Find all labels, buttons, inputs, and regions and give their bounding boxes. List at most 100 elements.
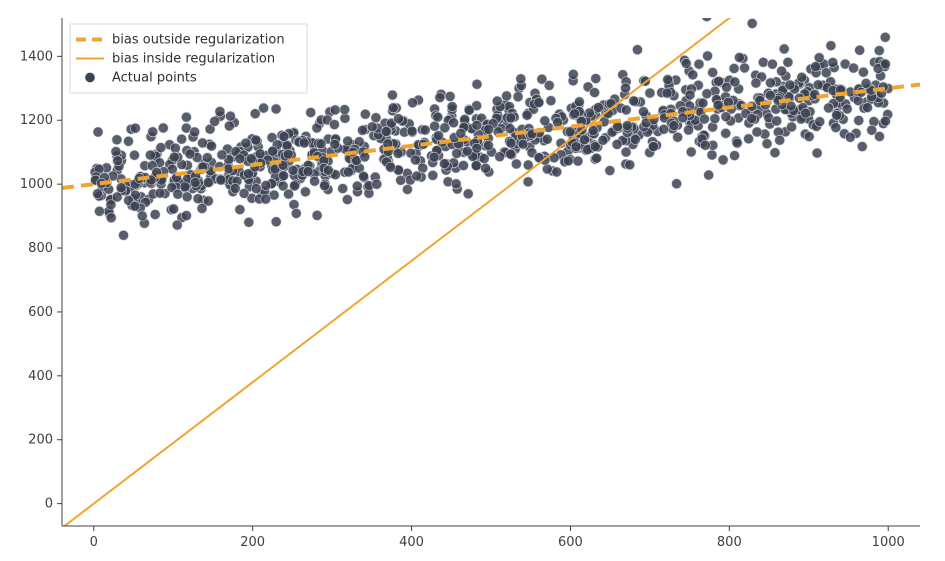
scatter-point — [440, 123, 450, 133]
scatter-point — [412, 171, 422, 181]
y-tick-label: 1200 — [20, 113, 53, 128]
scatter-point — [880, 59, 890, 69]
scatter-point — [359, 171, 369, 181]
scatter-point — [360, 109, 370, 119]
scatter-point — [849, 63, 859, 73]
scatter-point — [106, 213, 116, 223]
scatter-point — [571, 142, 581, 152]
scatter-point — [261, 194, 271, 204]
scatter-point — [767, 59, 777, 69]
scatter-point — [445, 91, 455, 101]
scatter-point — [505, 124, 515, 134]
scatter-point — [752, 127, 762, 137]
scatter-point — [580, 135, 590, 145]
scatter-point — [828, 57, 838, 67]
scatter-point — [568, 69, 578, 79]
scatter-point — [279, 132, 289, 142]
scatter-point — [766, 78, 776, 88]
scatter-point — [190, 177, 200, 187]
scatter-point — [407, 126, 417, 136]
scatter-point — [685, 90, 695, 100]
scatter-point — [495, 152, 505, 162]
scatter-point — [758, 57, 768, 67]
scatter-point — [874, 46, 884, 56]
scatter-point — [283, 149, 293, 159]
scatter-point — [511, 159, 521, 169]
scatter-point — [116, 183, 126, 193]
scatter-point — [235, 154, 245, 164]
scatter-point — [672, 179, 682, 189]
scatter-point — [197, 203, 207, 213]
scatter-point — [452, 148, 462, 158]
scatter-point — [783, 57, 793, 67]
legend-marker-sample — [85, 73, 95, 83]
scatter-point — [625, 160, 635, 170]
scatter-point — [662, 88, 672, 98]
scatter-point — [343, 136, 353, 146]
scatter-point — [289, 181, 299, 191]
scatter-point — [591, 74, 601, 84]
scatter-point — [590, 88, 600, 98]
scatter-point — [456, 128, 466, 138]
scatter-point — [93, 127, 103, 137]
scatter-point — [284, 189, 294, 199]
scatter-point — [148, 127, 158, 137]
scatter-point — [303, 167, 313, 177]
scatter-point — [479, 154, 489, 164]
scatter-point — [137, 211, 147, 221]
scatter-point — [449, 118, 459, 128]
scatter-point — [732, 138, 742, 148]
y-tick-label: 1000 — [20, 177, 53, 192]
scatter-point — [855, 45, 865, 55]
scatter-point — [815, 117, 825, 127]
scatter-point — [185, 149, 195, 159]
scatter-point — [372, 179, 382, 189]
scatter-point — [130, 201, 140, 211]
y-tick-label: 1400 — [20, 49, 53, 64]
scatter-point — [433, 112, 443, 122]
scatter-point — [393, 114, 403, 124]
scatter-point — [775, 135, 785, 145]
scatter-point — [316, 139, 326, 149]
scatter-point — [593, 102, 603, 112]
scatter-point — [93, 189, 103, 199]
scatter-point — [462, 146, 472, 156]
scatter-point — [451, 179, 461, 189]
scatter-point — [481, 163, 491, 173]
scatter-point — [261, 180, 271, 190]
scatter-point — [813, 80, 823, 90]
scatter-point — [747, 18, 757, 28]
scatter-point — [170, 143, 180, 153]
scatter-point — [740, 63, 750, 73]
scatter-point — [340, 105, 350, 115]
x-tick-label: 1000 — [872, 535, 905, 550]
scatter-point — [300, 187, 310, 197]
scatter-point — [622, 121, 632, 131]
scatter-point — [123, 136, 133, 146]
scatter-point — [563, 156, 573, 166]
scatter-point — [271, 217, 281, 227]
scatter-point — [172, 220, 182, 230]
scatter-point — [762, 139, 772, 149]
y-tick-label: 200 — [28, 433, 53, 448]
scatter-point — [484, 124, 494, 134]
scatter-point — [707, 150, 717, 160]
scatter-point — [428, 170, 438, 180]
scatter-point — [821, 68, 831, 78]
scatter-point — [570, 109, 580, 119]
scatter-point — [573, 156, 583, 166]
scatter-point — [306, 107, 316, 117]
scatter-point — [338, 184, 348, 194]
scatter-point — [410, 155, 420, 165]
scatter-point — [329, 120, 339, 130]
scatter-point — [215, 107, 225, 117]
scatter-point — [381, 126, 391, 136]
scatter-point — [811, 62, 821, 72]
scatter-point — [621, 147, 631, 157]
scatter-point — [867, 125, 877, 135]
scatter-point — [523, 177, 533, 187]
scatter-point — [730, 151, 740, 161]
y-tick-label: 600 — [28, 305, 53, 320]
scatter-point — [320, 181, 330, 191]
scatter-point — [673, 132, 683, 142]
